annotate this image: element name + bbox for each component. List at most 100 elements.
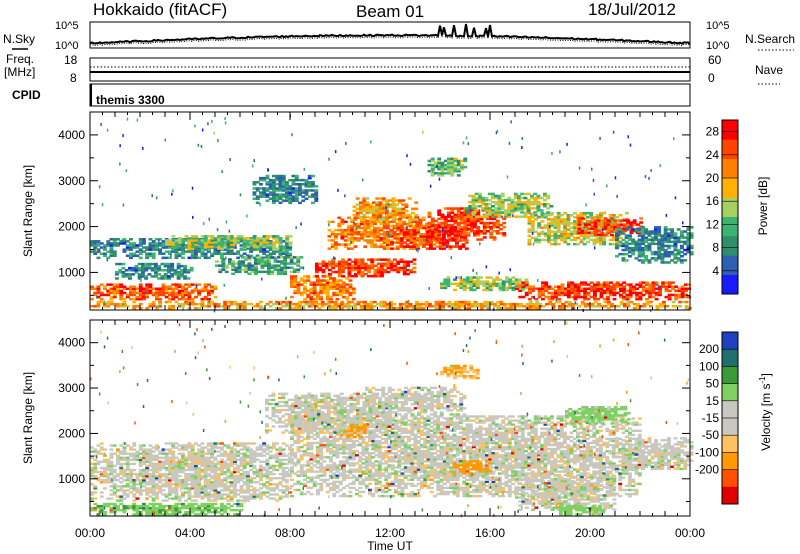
data-cell [230, 245, 234, 248]
data-cell [380, 268, 384, 272]
data-cell [112, 468, 117, 472]
data-cell [412, 228, 417, 232]
data-cell [135, 305, 140, 308]
data-cell [634, 230, 639, 233]
data-cell [557, 297, 562, 301]
data-cell [155, 289, 159, 293]
data-cell [463, 230, 468, 233]
data-cell [168, 509, 172, 512]
data-cell [543, 198, 547, 202]
data-cell [567, 291, 571, 295]
data-cell [174, 474, 179, 478]
data-cell [90, 462, 94, 466]
data-cell [532, 302, 536, 306]
data-cell [335, 291, 340, 295]
data-cell [194, 239, 199, 242]
data-cell [586, 234, 590, 238]
data-cell [623, 225, 627, 228]
data-cell [507, 205, 512, 208]
data-cell [168, 246, 172, 249]
data-cell [667, 293, 672, 297]
data-cell [155, 493, 159, 496]
data-cell [129, 246, 133, 249]
data-cell [132, 485, 137, 488]
data-cell [453, 167, 458, 171]
data-cell [184, 293, 189, 297]
data-cell [290, 285, 294, 288]
data-cell [148, 509, 153, 512]
data-cell [637, 259, 642, 262]
data-cell [553, 232, 558, 235]
data-cell [265, 193, 270, 196]
data-cell [673, 244, 678, 248]
data-cell [155, 297, 159, 301]
data-cell [492, 236, 497, 239]
data-cell [389, 302, 393, 306]
data-cell [164, 250, 169, 253]
data-cell [138, 289, 143, 293]
data-cell [280, 262, 284, 265]
data-cell [294, 302, 299, 306]
data-cell [168, 477, 172, 480]
data-cell [116, 489, 120, 492]
data-cell [256, 245, 260, 248]
data-cell [220, 243, 225, 246]
data-cell [689, 232, 694, 235]
data-cell [456, 213, 461, 216]
data-cell [151, 446, 156, 449]
data-cell [547, 214, 551, 217]
data-cell [402, 268, 407, 272]
data-cell [109, 297, 114, 301]
data-cell [225, 256, 227, 260]
data-cell [547, 236, 551, 240]
data-cell [202, 222, 205, 226]
data-cell [252, 181, 257, 184]
data-cell [187, 241, 192, 244]
data-cell [132, 242, 137, 245]
data-cell [378, 215, 383, 219]
data-cell [168, 506, 172, 510]
data-cell [615, 216, 620, 219]
data-cell [150, 262, 155, 266]
data-cell [191, 186, 194, 190]
data-cell [129, 285, 133, 288]
data-cell [293, 268, 297, 271]
data-cell [334, 247, 338, 250]
data-cell [543, 214, 548, 217]
data-cell [315, 197, 317, 201]
data-cell [539, 203, 544, 206]
data-cell [311, 189, 315, 192]
data-cell [93, 502, 98, 506]
data-cell [168, 287, 172, 290]
data-cell [265, 199, 270, 202]
data-cell [674, 196, 677, 200]
data-cell [402, 222, 407, 226]
data-cell [237, 264, 242, 267]
data-cell [385, 215, 389, 219]
data-cell [148, 244, 153, 247]
data-cell [103, 245, 106, 249]
data-cell [171, 450, 176, 453]
data-cell [171, 452, 176, 455]
data-cell [220, 305, 224, 308]
data-cell [278, 248, 283, 251]
data-cell [357, 258, 362, 261]
data-cell [103, 300, 106, 304]
data-cell [158, 504, 163, 508]
data-cell [463, 236, 468, 239]
data-cell [187, 243, 192, 246]
data-cell [129, 491, 133, 494]
data-cell [268, 178, 273, 182]
data-cell [155, 293, 159, 297]
data-cell [303, 289, 307, 293]
data-cell [200, 302, 205, 306]
data-cell [407, 217, 412, 221]
data-cell [278, 239, 283, 242]
data-cell [483, 305, 488, 308]
data-cell [689, 234, 694, 237]
data-cell [657, 238, 662, 241]
data-cell [154, 264, 158, 268]
data-cell [278, 237, 283, 240]
data-cell [171, 504, 176, 508]
data-cell [605, 234, 610, 238]
